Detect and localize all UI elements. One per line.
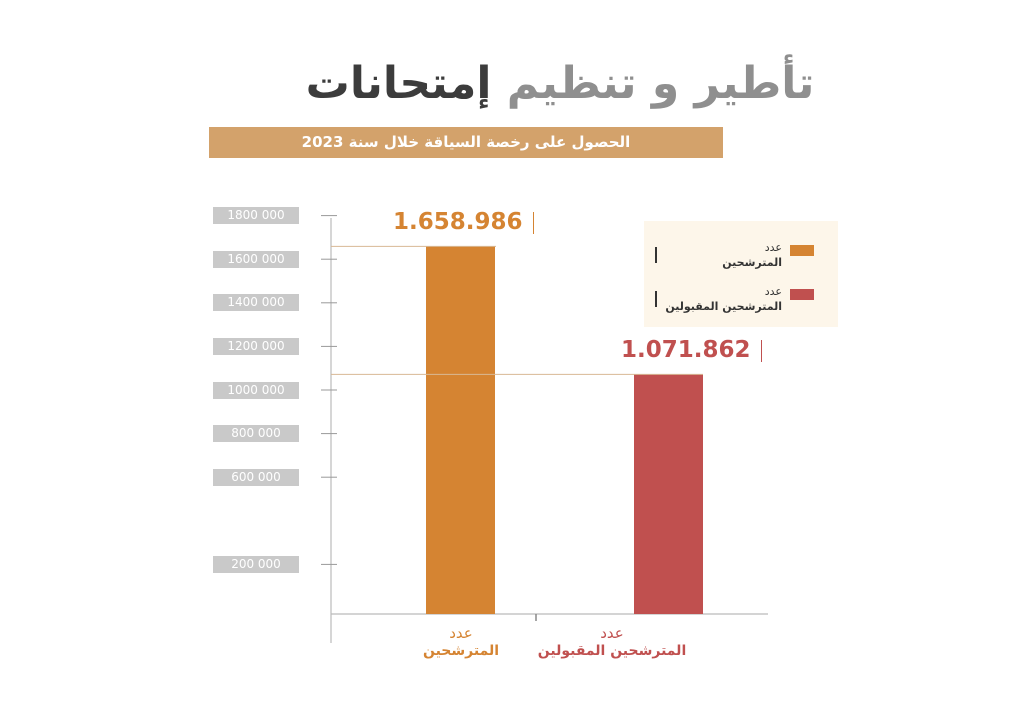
y-tick-label: 200 000 (213, 555, 299, 573)
subtitle: الحصول على رخصة السياقة خلال سنة 2023 (301, 133, 631, 151)
title-part-2: إمتحانات (305, 58, 492, 109)
legend-item-candidates: عدد المترشحين (654, 241, 828, 275)
y-tick-label: 1600 000 (213, 250, 299, 268)
legend-label-accepted: عدد المترشحين المقبولين (665, 285, 782, 314)
legend-divider (655, 291, 657, 307)
title-part-1: تأطير و تنظيم (506, 58, 815, 109)
x-category-label-line2: المترشحين المقبولين (537, 643, 687, 659)
y-tick-label: 1800 000 (213, 207, 299, 225)
x-category-label: عدد المترشحين (361, 624, 561, 661)
y-tick-label: 1200 000 (213, 337, 299, 355)
y-tick-label: 800 000 (213, 425, 299, 443)
y-tick-label: 1400 000 (213, 294, 299, 312)
legend-swatch-accepted (790, 289, 814, 300)
legend-label-line1: عدد (764, 285, 782, 298)
subtitle-banner: الحصول على رخصة السياقة خلال سنة 2023 (209, 127, 723, 158)
x-category-label: عدد المترشحين المقبولين (512, 624, 712, 661)
y-tick-label: 1000 000 (213, 381, 299, 399)
y-tick-label: 600 000 (213, 468, 299, 486)
x-category-label-line1: عدد (449, 624, 473, 642)
legend-label-line2: المترشحين المقبولين (665, 300, 782, 313)
legend-label-line2: المترشحين (722, 256, 782, 269)
x-category-label-line1: عدد (600, 624, 624, 642)
legend-label-line1: عدد (764, 241, 782, 254)
page-title: تأطير و تنظيم إمتحانات (300, 52, 820, 116)
legend-swatch-candidates (790, 245, 814, 256)
bar-value-label: 1.071.862 (621, 337, 762, 363)
bar (426, 246, 495, 614)
x-category-label-line2: المترشحين (422, 643, 500, 659)
bar-value-label: 1.658.986 (393, 209, 534, 235)
legend-label-candidates: عدد المترشحين (722, 241, 782, 270)
legend: عدد المترشحين عدد المترشحين المقبولين (644, 221, 838, 327)
bar (634, 374, 703, 614)
legend-item-accepted: عدد المترشحين المقبولين (654, 285, 828, 319)
legend-divider (655, 247, 657, 263)
